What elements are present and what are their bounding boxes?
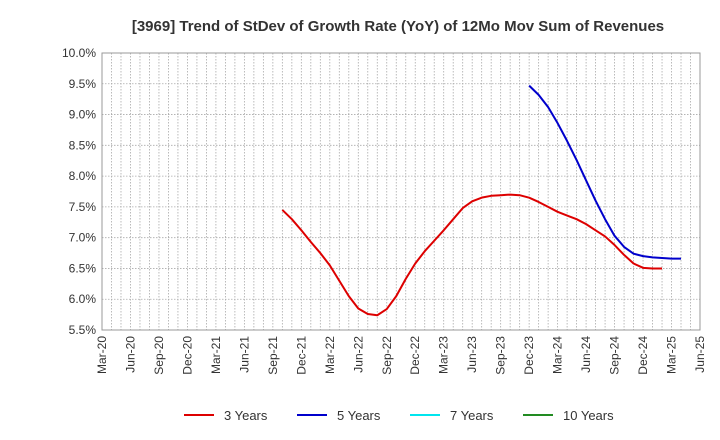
y-tick-label: 6.0% bbox=[69, 292, 97, 306]
y-tick-label: 9.0% bbox=[69, 108, 97, 122]
x-tick-label: Dec-21 bbox=[294, 336, 308, 375]
legend-label: 5 Years bbox=[337, 408, 381, 423]
grid-lines bbox=[102, 53, 700, 330]
chart-title: [3969] Trend of StDev of Growth Rate (Yo… bbox=[132, 18, 664, 35]
x-tick-label: Dec-22 bbox=[408, 336, 422, 375]
legend-label: 7 Years bbox=[450, 408, 494, 423]
plot-area-frame bbox=[101, 52, 701, 331]
x-tick-label: Sep-22 bbox=[380, 336, 394, 375]
y-tick-label: 8.0% bbox=[69, 169, 97, 183]
y-tick-label: 7.5% bbox=[69, 200, 97, 214]
x-tick-label: Jun-20 bbox=[123, 336, 137, 373]
x-tick-label: Jun-23 bbox=[465, 336, 479, 373]
x-tick-label: Sep-21 bbox=[266, 336, 280, 375]
x-tick-label: Mar-25 bbox=[665, 336, 679, 374]
x-tick-label: Mar-23 bbox=[437, 336, 451, 374]
x-tick-label: Jun-22 bbox=[351, 336, 365, 373]
y-tick-label: 6.5% bbox=[69, 261, 97, 275]
y-tick-label: 7.0% bbox=[69, 231, 97, 245]
x-tick-label: Sep-23 bbox=[494, 336, 508, 375]
x-tick-label: Jun-25 bbox=[693, 336, 707, 373]
x-tick-label: Dec-23 bbox=[522, 336, 536, 375]
legend-label: 10 Years bbox=[563, 408, 614, 423]
y-tick-label: 5.5% bbox=[69, 323, 97, 337]
series-line-3-years bbox=[281, 193, 663, 317]
x-tick-label: Sep-24 bbox=[608, 336, 622, 375]
y-tick-label: 8.5% bbox=[69, 138, 97, 152]
legend: 3 Years 5 Years 7 Years 10 Years bbox=[184, 408, 614, 423]
x-tick-label: Sep-20 bbox=[152, 336, 166, 375]
x-tick-label: Jun-24 bbox=[579, 336, 593, 373]
y-tick-label: 10.0% bbox=[62, 46, 96, 60]
x-tick-label: Mar-24 bbox=[551, 336, 565, 374]
legend-label: 3 Years bbox=[224, 408, 268, 423]
x-axis-ticks: Mar-20 Jun-20 Sep-20 Dec-20 Mar-21 Jun-21 Sep-… bbox=[95, 336, 707, 375]
y-tick-label: 9.5% bbox=[69, 77, 97, 91]
x-tick-label: Mar-20 bbox=[95, 336, 109, 374]
x-tick-label: Mar-22 bbox=[323, 336, 337, 374]
x-tick-label: Dec-24 bbox=[636, 336, 650, 375]
x-tick-label: Mar-21 bbox=[209, 336, 223, 374]
x-tick-label: Dec-20 bbox=[180, 336, 194, 375]
x-tick-label: Jun-21 bbox=[237, 336, 251, 373]
y-axis-ticks: 5.5% 6.0% 6.5% 7.0% 7.5% 8.0% 8.5% 9.0% 9.5% 10.0… bbox=[62, 46, 96, 337]
series-line-5-years bbox=[528, 84, 682, 260]
series-lines bbox=[281, 84, 682, 317]
